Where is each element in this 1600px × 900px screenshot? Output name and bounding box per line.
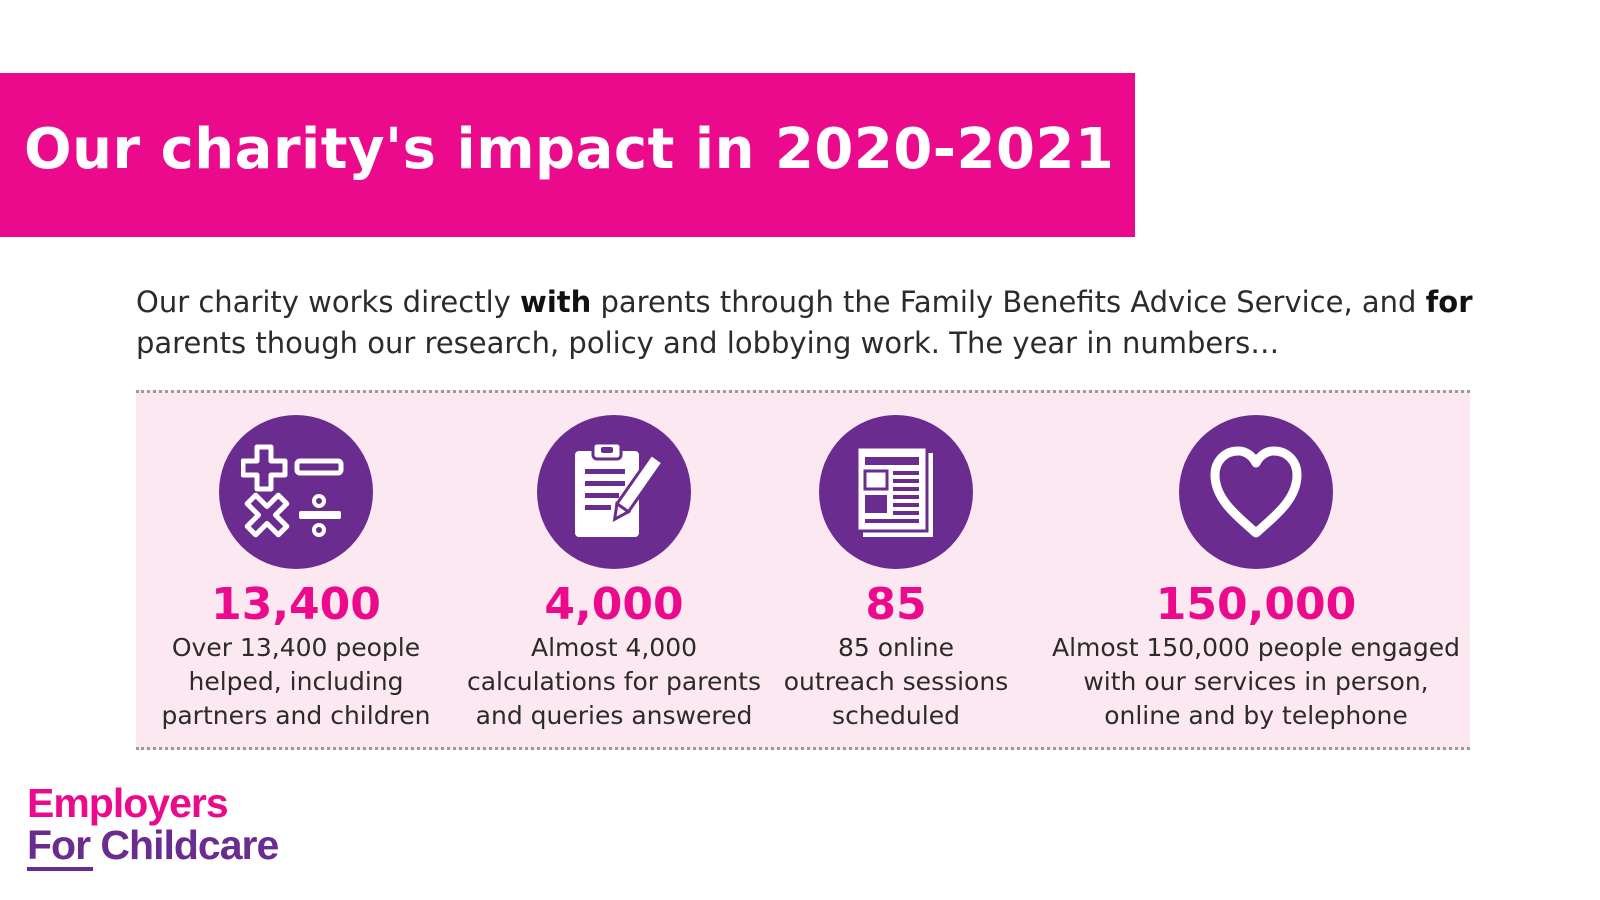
stat-desc-line: and queries answered [475,701,753,730]
stat-description: 85 online outreach sessions scheduled [736,631,1056,733]
logo-line-2: For Childcare [27,822,279,868]
stat-desc-line: Almost 4,000 [530,633,698,662]
intro-bold-with: with [520,285,592,319]
clipboard-pen-icon [537,415,691,569]
stat-description: Almost 150,000 people engaged with our s… [1036,631,1476,733]
math-symbols-icon [219,415,373,569]
stat-number: 85 [865,579,927,630]
stat-desc-line: scheduled [832,701,960,730]
stat-desc-line: with our services in person, [1083,667,1429,696]
stat-desc-line: outreach sessions [783,667,1009,696]
stat-people-engaged: 150,000 Almost 150,000 people engaged wi… [1036,393,1476,733]
stat-desc-line: helped, including [188,667,404,696]
logo-line-1: Employers [27,780,229,826]
intro-bold-for: for [1425,285,1473,319]
intro-paragraph: Our charity works directly with parents … [136,282,1476,364]
title-banner: Our charity's impact in 2020-2021 [0,73,1135,237]
page-title: Our charity's impact in 2020-2021 [24,117,1115,182]
employers-for-childcare-logo: Employers For Childcare [27,780,279,871]
intro-text-3: parents though our research, policy and … [136,326,1280,360]
intro-text-2: parents through the Family Benefits Advi… [591,285,1426,319]
newspaper-icon [819,415,973,569]
stat-desc-line: 85 online [837,633,954,662]
stat-desc-line: online and by telephone [1104,701,1408,730]
stat-desc-line: Over 13,400 people [171,633,421,662]
stat-number: 4,000 [544,579,684,630]
stats-panel: 13,400 Over 13,400 people helped, includ… [136,390,1470,750]
heart-icon [1179,415,1333,569]
intro-text-1: Our charity works directly [136,285,521,319]
stat-desc-line: Almost 150,000 people engaged [1051,633,1461,662]
stat-number: 150,000 [1155,579,1357,630]
stat-calculations: 4,000 Almost 4,000 calculations for pare… [454,393,774,733]
stat-people-helped: 13,400 Over 13,400 people helped, includ… [136,393,456,733]
stat-number: 13,400 [211,579,381,630]
logo-underline [27,867,93,871]
stat-description: Almost 4,000 calculations for parents an… [454,631,774,733]
stat-description: Over 13,400 people helped, including par… [136,631,456,733]
stat-desc-line: calculations for parents [466,667,762,696]
stat-outreach-sessions: 85 85 online outreach sessions scheduled [736,393,1056,733]
stat-desc-line: partners and children [161,701,431,730]
